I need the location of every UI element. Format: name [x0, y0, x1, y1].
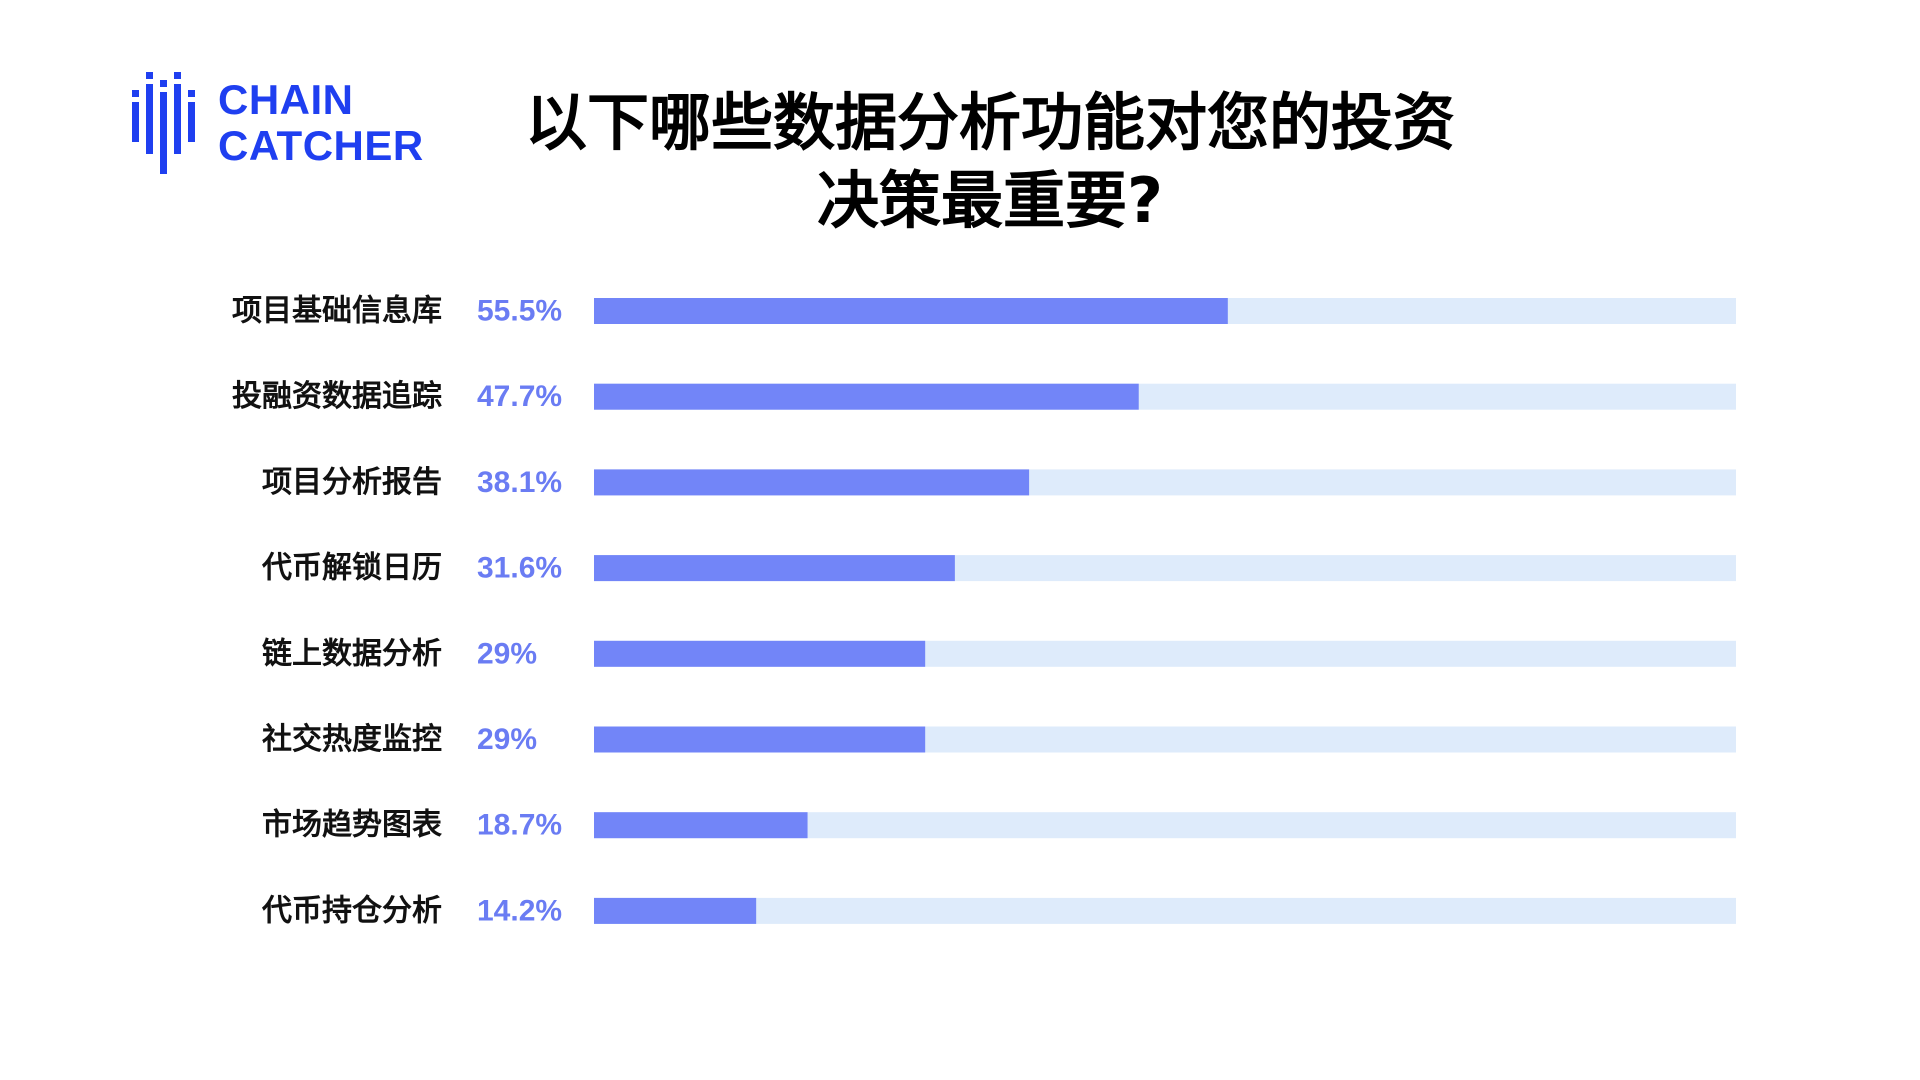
logo-line-2: CATCHER [218, 122, 424, 169]
value-label: 14.2% [477, 894, 562, 927]
bar [594, 298, 1228, 324]
category-label: 市场趋势图表 [262, 808, 442, 843]
value-label: 47.7% [477, 380, 562, 413]
chaincatcher-logo: CHAIN CATCHER [132, 72, 424, 174]
bar [594, 383, 1139, 410]
bar [594, 726, 926, 753]
category-label: 投融资数据追踪 [232, 379, 442, 414]
category-label: 链上数据分析 [262, 636, 442, 671]
bar [594, 469, 1030, 496]
value-label: 18.7% [477, 809, 562, 842]
category-label: 项目基础信息库 [232, 294, 442, 329]
value-label: 29% [477, 637, 537, 670]
bar [594, 897, 757, 924]
category-label: 社交热度监控 [262, 722, 442, 757]
chart-title-line-2: 决策最重要? [817, 164, 1163, 237]
category-label: 项目分析报告 [262, 465, 442, 500]
bar [594, 812, 808, 839]
value-label: 55.5% [477, 295, 562, 328]
value-label: 29% [477, 723, 537, 756]
chart-title-line-1: 以下哪些数据分析功能对您的投资 [524, 86, 1455, 159]
category-label: 代币解锁日历 [261, 551, 442, 586]
logo-wordmark: CHAIN CATCHER [218, 77, 424, 169]
value-label: 38.1% [477, 466, 562, 499]
chaincatcher-logo-icon [132, 72, 195, 174]
bar-track [594, 897, 1736, 924]
bar [594, 640, 926, 667]
category-label: 代币持仓分析 [261, 893, 442, 928]
value-label: 31.6% [477, 552, 562, 585]
bar [594, 555, 955, 582]
chart-title: 以下哪些数据分析功能对您的投资 决策最重要? [400, 84, 1580, 240]
logo-line-1: CHAIN [218, 76, 354, 123]
